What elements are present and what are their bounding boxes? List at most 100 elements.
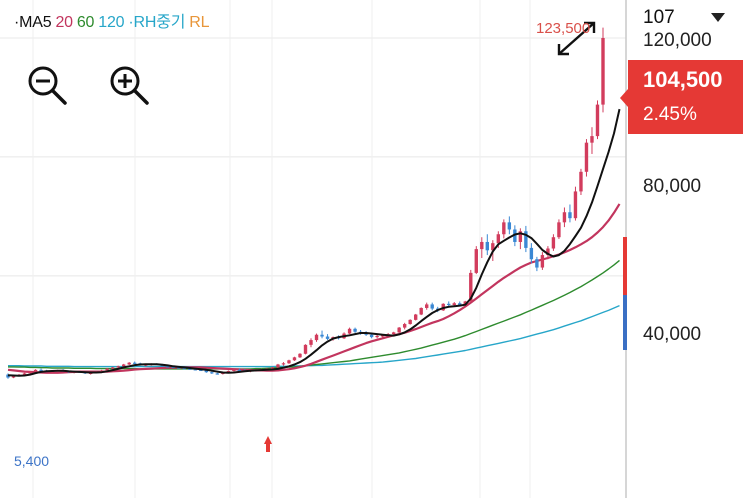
candle-body (380, 335, 385, 337)
candle-body (529, 247, 534, 260)
candle-body (425, 304, 429, 308)
legend-ma120[interactable]: 120 (98, 14, 125, 31)
candle-body (188, 368, 192, 370)
candle-body (375, 335, 379, 338)
candle-body (347, 328, 352, 334)
candle-body (513, 229, 517, 242)
period-select-value: 107 (643, 7, 675, 28)
max-price-label: 123,500 (536, 20, 591, 37)
candle-body (303, 344, 308, 354)
candle-body (177, 367, 181, 369)
ma60-polyline (8, 259, 620, 370)
chart-grid (0, 0, 626, 498)
candle-body (133, 362, 137, 364)
candle-body (292, 357, 297, 361)
candle-body (28, 371, 32, 374)
legend-ma60[interactable]: 60 (76, 14, 95, 31)
candle-body (171, 366, 175, 369)
candle-body (11, 375, 16, 378)
candle-body (590, 136, 594, 143)
candle-body (524, 231, 528, 248)
candle-body (391, 332, 396, 335)
candle-body (320, 334, 324, 337)
candle-body (127, 362, 131, 365)
min-price-label: 5,400 (14, 453, 50, 469)
candle-body (551, 237, 556, 249)
candle-body (215, 373, 220, 375)
candle-body (325, 336, 330, 339)
candle-body (546, 248, 550, 256)
candle-body (122, 364, 126, 367)
candle-body (314, 334, 319, 341)
candle-body (568, 212, 572, 219)
candle-body (540, 255, 545, 268)
candle-body (595, 104, 600, 137)
candle-body (579, 171, 583, 192)
candle-body (182, 368, 186, 370)
candle-body (573, 191, 578, 219)
candle-body (226, 371, 231, 373)
candle-body (562, 212, 567, 223)
candle-body (237, 369, 242, 372)
candle-body (507, 222, 512, 230)
zoom-in-button[interactable] (108, 64, 152, 108)
current-price-value: 104,500 (643, 67, 723, 92)
ma20-line (7, 203, 621, 374)
current-price-tag: 104,500 2.45% (620, 60, 743, 134)
candle-body (430, 304, 434, 309)
candle-body (39, 369, 43, 372)
candle-body (105, 368, 109, 371)
candle-body (557, 222, 561, 238)
zoom-out-icon (28, 66, 67, 105)
candle-body (99, 370, 104, 372)
candle-body (463, 301, 467, 306)
candle-body (276, 364, 280, 368)
legend-ma5[interactable]: ·MA5 (14, 14, 52, 31)
candle-body (447, 303, 451, 306)
candle-body (419, 307, 423, 315)
candle-body (413, 314, 418, 320)
candle-body (369, 334, 374, 338)
period-select[interactable]: 107 (643, 7, 725, 29)
y-tick-label: 80,000 (643, 176, 702, 197)
ma120-line (8, 304, 620, 368)
candle-body (502, 222, 506, 235)
ma120-polyline (8, 304, 620, 368)
candle-body (210, 372, 214, 374)
candle-body (408, 319, 412, 325)
indicator-legend: ·MA5 20 60 120 ·RH중기 RL (14, 8, 213, 32)
y-tick-label: 40,000 (643, 324, 702, 345)
zoom-in-icon (110, 66, 149, 105)
y-tick-label: 120,000 (643, 30, 712, 51)
candle-body (469, 272, 473, 302)
candle-body (232, 369, 236, 372)
candle-body (601, 38, 605, 105)
candle-body (287, 360, 291, 364)
ma5-line (7, 108, 621, 377)
zoom-out-button[interactable] (26, 64, 70, 108)
candle-body (204, 370, 209, 373)
candle-body (22, 373, 27, 376)
candle-body (518, 231, 523, 242)
legend-rh[interactable]: ·RH중기 (128, 14, 186, 31)
expand-icon[interactable] (557, 21, 596, 56)
volume-bar-up (623, 237, 627, 295)
ma60-line (8, 259, 620, 370)
candle-body (485, 241, 489, 251)
candle-body (353, 328, 357, 332)
chevron-down-icon (711, 13, 725, 22)
legend-ma20[interactable]: 20 (55, 14, 73, 31)
candle-body (281, 363, 286, 365)
candle-body (584, 142, 589, 172)
candle-body (199, 369, 203, 372)
legend-rl[interactable]: RL (189, 14, 210, 31)
candle-body (480, 241, 484, 250)
price-tag-pointer (620, 89, 628, 107)
candle-body (33, 369, 38, 372)
ma5-polyline (7, 108, 621, 377)
candle-body (270, 367, 275, 369)
current-price-change: 2.45% (643, 104, 697, 125)
candle-body (397, 327, 401, 333)
candle-body (474, 249, 478, 273)
